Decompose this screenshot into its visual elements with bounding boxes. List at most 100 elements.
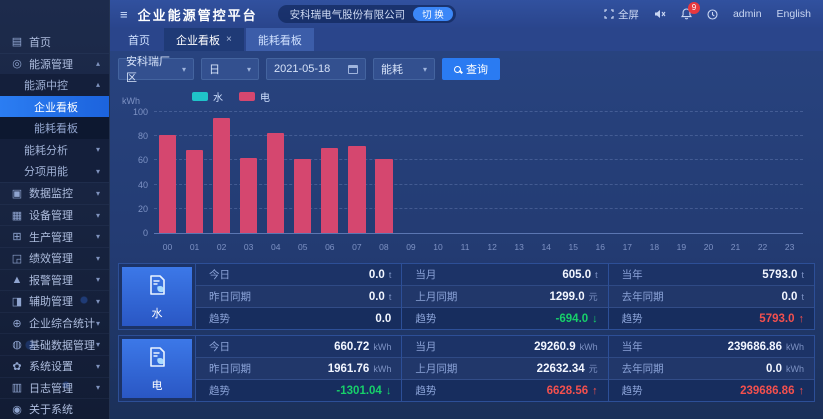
bar-slot <box>452 112 479 233</box>
tab-energy-board[interactable]: 能耗看板 <box>245 28 314 51</box>
area-select[interactable]: 安科瑞厂区 ▾ <box>118 56 194 84</box>
stat-cell: 当年 239686.86 kWh <box>608 336 814 358</box>
stat-cell: 今日 0.0 t <box>196 264 402 286</box>
stat-value: 5793.0 ↑ <box>759 312 804 325</box>
sidebar-item-energy-center[interactable]: 能源中控 ▴ <box>0 74 109 96</box>
stat-label: 去年同期 <box>621 291 664 303</box>
bar-slot <box>154 112 181 233</box>
mute-button[interactable] <box>654 9 666 19</box>
x-tick-label: 15 <box>568 242 578 252</box>
sidebar-item-data-monitor[interactable]: ▣ 数据监控 ▾ <box>0 182 109 204</box>
stat-group: 当年 5793.0 t 去年同期 0.0 t 趋势 5793.0 ↑ <box>607 264 814 329</box>
arrow-up-icon: ↑ <box>798 312 804 325</box>
time-button[interactable] <box>707 8 718 20</box>
date-picker[interactable]: 2021-05-18 <box>266 58 366 80</box>
sidebar-item-energy-board[interactable]: 能耗看板 <box>0 117 109 139</box>
stat-label: 趋势 <box>621 313 643 325</box>
stat-cell: 上月同期 1299.0 元 <box>402 286 608 308</box>
stat-group: 当月 29260.9 kWh 上月同期 22632.34 元趋势 6628.56 ↑ <box>401 336 608 401</box>
tab-enterprise-board[interactable]: 企业看板 × <box>164 28 244 51</box>
query-button[interactable]: 查询 <box>442 58 500 80</box>
sidebar: ▤ 首页 ◎ 能源管理 ▴ 能源中控 ▴ 企业看板 能耗看板 能耗分析 ▾ 分项用能 ▾ ▣ 数据监控 ▾ ▦ 设… <box>0 0 110 419</box>
sidebar-item-production-management[interactable]: ⊞ 生产管理 ▾ <box>0 225 109 247</box>
type-select[interactable]: 能耗 ▾ <box>373 58 435 80</box>
arrow-up-icon: ↑ <box>798 384 804 397</box>
stat-tile-water[interactable]: 水 <box>122 267 192 326</box>
bar-electricity[interactable] <box>267 132 285 233</box>
x-tick-label: 05 <box>298 242 308 252</box>
page-title: 企业能源管控平台 <box>137 7 258 23</box>
fullscreen-button[interactable]: 全屏 <box>604 7 639 22</box>
bar-electricity[interactable] <box>240 157 258 233</box>
area-select-value: 安科瑞厂区 <box>126 56 170 84</box>
x-tick-label: 02 <box>216 242 227 252</box>
log-icon: ▥ <box>11 382 23 395</box>
filter-bar: 安科瑞厂区 ▾ 日 ▾ 2021-05-18 能耗 ▾ 查询 <box>118 56 817 84</box>
tab-bar: 首页 企业看板 × 能耗看板 <box>110 28 823 51</box>
sidebar-item-auxiliary-management[interactable]: ◨ 辅助管理 ▾ <box>0 290 109 312</box>
chevron-down-icon: ▾ <box>95 275 100 285</box>
bar-electricity[interactable] <box>158 135 177 233</box>
chevron-down-icon: ▾ <box>95 188 100 198</box>
stat-value: 660.72 kWh <box>334 340 392 353</box>
sidebar-item-alarm-management[interactable]: ▲ 报警管理 ▾ <box>0 268 109 291</box>
stat-group: 今日 0.0 t 昨日同期 0.0 t 趋势 0.0 <box>195 264 402 329</box>
x-tick-label: 22 <box>757 242 768 252</box>
stat-value: 6628.56 ↑ <box>546 384 598 397</box>
legend-item-electricity[interactable]: 电 <box>239 89 270 104</box>
x-tick-label: 16 <box>595 242 605 252</box>
stat-tile-electricity[interactable]: 电 <box>122 339 192 398</box>
bar-electricity[interactable] <box>348 145 366 233</box>
x-tick-label: 18 <box>649 242 660 252</box>
period-select[interactable]: 日 ▾ <box>201 58 259 80</box>
legend-swatch-electricity <box>239 92 255 101</box>
language-switch[interactable]: English <box>776 8 811 20</box>
notifications-button[interactable]: 9 <box>680 2 700 20</box>
sidebar-item-label: 关于系统 <box>29 404 73 417</box>
sidebar-item-label: 生产管理 <box>29 231 73 244</box>
bar-electricity[interactable] <box>294 159 312 233</box>
sidebar-item-log-management[interactable]: ▥ 日志管理 ▾ <box>0 376 109 399</box>
bar-electricity[interactable] <box>321 148 339 233</box>
sidebar-item-label: 日志管理 <box>29 382 73 395</box>
x-tick-label: 06 <box>325 242 335 252</box>
sidebar-item-energy-management[interactable]: ◎ 能源管理 ▴ <box>0 52 109 75</box>
chevron-down-icon: ▾ <box>95 383 100 393</box>
bar-electricity[interactable] <box>212 118 231 233</box>
energy-icon: ◎ <box>12 58 22 71</box>
close-icon[interactable]: × <box>226 34 232 45</box>
fullscreen-label: 全屏 <box>617 8 639 21</box>
sidebar-item-enterprise-board[interactable]: 企业看板 <box>0 95 109 118</box>
chart-bars <box>154 112 803 233</box>
sidebar-item-device-management[interactable]: ▦ 设备管理 ▾ <box>0 203 109 226</box>
sidebar-item-basic-data-management[interactable]: ◍ 基础数据管理 ▾ <box>0 333 109 355</box>
x-tick-label: 10 <box>433 242 443 252</box>
query-button-label: 查询 <box>466 64 488 76</box>
statistics-icon: ⊕ <box>12 317 22 330</box>
user-menu[interactable]: admin <box>732 8 762 20</box>
sidebar-item-home[interactable]: ▤ 首页 <box>0 31 109 53</box>
chevron-down-icon: ▾ <box>95 232 100 242</box>
bar-electricity[interactable] <box>375 159 393 233</box>
menu-toggle-icon[interactable]: ≡ <box>120 6 128 22</box>
chevron-down-icon: ▾ <box>246 64 251 74</box>
bar-slot <box>587 112 614 233</box>
gridline: 20 <box>138 204 803 214</box>
bar-electricity[interactable] <box>185 149 204 233</box>
stat-unit: t <box>801 291 804 302</box>
stat-unit: t <box>388 291 392 302</box>
stat-cell: 趋势 239686.86 ↑ <box>608 380 814 401</box>
switch-company-button[interactable]: 切 换 <box>413 7 453 21</box>
sidebar-item-about-system[interactable]: ◉ 关于系统 <box>0 398 109 419</box>
sidebar-item-system-settings[interactable]: ✿ 系统设置 ▾ <box>0 354 109 377</box>
legend-item-water[interactable]: 水 <box>192 89 223 104</box>
sidebar-item-energy-analysis[interactable]: 能耗分析 ▾ <box>0 138 109 161</box>
sidebar-item-enterprise-statistics[interactable]: ⊕ 企业综合统计 ▾ <box>0 311 109 334</box>
tab-home[interactable]: 首页 <box>116 28 162 51</box>
sidebar-item-sub-item-energy[interactable]: 分项用能 ▾ <box>0 160 109 183</box>
sidebar-item-performance-management[interactable]: ◲ 绩效管理 ▾ <box>0 246 109 269</box>
sidebar-item-label: 辅助管理 <box>29 296 73 309</box>
stat-unit: kWh <box>785 341 804 352</box>
x-tick-label: 01 <box>189 242 200 252</box>
stat-unit: 元 <box>588 364 598 374</box>
